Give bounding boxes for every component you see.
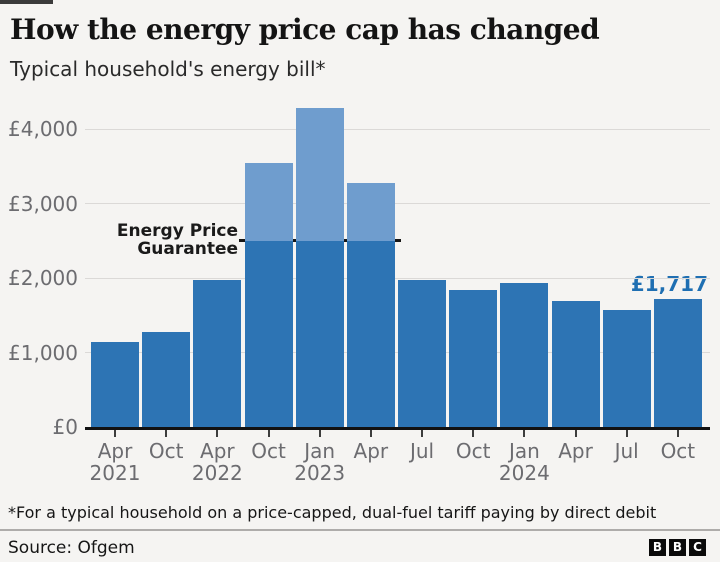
- bar-apr-2021: [91, 342, 139, 427]
- bbc-logo-block-b: B: [649, 539, 666, 556]
- energy-price-guarantee-label: Energy Price Guarantee: [98, 222, 238, 258]
- bar-jan-2024: [500, 283, 549, 427]
- x-axis-tick: [114, 430, 116, 437]
- bar-jul-2024: [602, 310, 651, 427]
- x-axis-tick: [421, 430, 424, 437]
- y-axis-label: £0: [52, 415, 78, 439]
- bar-apr-2023: [346, 240, 395, 428]
- gridline-2000: [85, 277, 710, 279]
- x-axis-tick: [369, 430, 372, 437]
- bbc-logo-block-b: B: [669, 539, 686, 556]
- latest-cap-value-label: £1,717: [630, 272, 708, 297]
- x-axis-month-label: Oct: [251, 439, 286, 463]
- x-axis-month-label: Apr: [558, 439, 593, 463]
- x-axis-month-label: Jul: [614, 439, 639, 463]
- footer-divider: [0, 529, 720, 531]
- energy-price-guarantee-label-line1: Energy Price: [116, 220, 238, 241]
- x-axis-year-label: 2021: [89, 461, 141, 485]
- x-axis-month-label: Apr: [353, 439, 389, 463]
- y-axis-label: £4,000: [8, 117, 78, 141]
- x-axis-year-label: 2024: [498, 461, 550, 485]
- x-axis-month-label: Jul: [409, 439, 435, 463]
- x-axis-month-label: Apr: [97, 439, 133, 463]
- y-axis-label: £1,000: [8, 340, 78, 365]
- x-axis-tick: [216, 430, 219, 437]
- bar-apr-2024: [551, 301, 600, 427]
- x-axis-tick: [472, 430, 475, 437]
- x-axis-tick: [625, 430, 628, 437]
- gridline-3000: [85, 203, 710, 204]
- x-axis-month-label: Oct: [660, 439, 696, 463]
- page-title: How the energy price cap has changed: [10, 13, 600, 46]
- x-axis-month-label: Jan: [304, 439, 336, 463]
- bar-apr-2022: [193, 280, 242, 427]
- chart-footnote: *For a typical household on a price-capp…: [8, 503, 657, 522]
- bar-oct-2022: [244, 240, 293, 428]
- x-axis-month-label: Oct: [455, 439, 491, 463]
- bar-oct-2023: [449, 290, 498, 427]
- bar-jan-2023: [295, 240, 344, 428]
- chart-subtitle: Typical household's energy bill*: [10, 57, 326, 81]
- x-axis-tick: [676, 430, 679, 437]
- source-label: Source: Ofgem: [8, 538, 135, 558]
- x-axis-month-label: Oct: [148, 439, 184, 463]
- x-axis-month-label: Apr: [200, 439, 235, 463]
- gridline-1000: [85, 352, 710, 353]
- x-axis-baseline: [85, 427, 710, 430]
- bar-oct-2021: [142, 331, 191, 427]
- y-axis-label: £3,000: [8, 191, 78, 216]
- x-axis-tick: [574, 430, 577, 437]
- x-axis-tick: [267, 430, 270, 437]
- top-left-crop-mark: [0, 0, 53, 4]
- bar-chart: Energy Price Guarantee £1,717 £0 £1,000 £2…: [8, 108, 710, 485]
- x-axis-tick: [523, 430, 526, 437]
- bar-oct-2024: [653, 299, 702, 427]
- x-axis-year-label: 2023: [294, 461, 346, 485]
- energy-price-guarantee-label-line2: Guarantee: [137, 238, 238, 259]
- x-axis-tick: [165, 430, 168, 437]
- x-axis-tick: [318, 430, 321, 437]
- gridline-4000: [85, 128, 710, 130]
- y-axis-label: £2,000: [8, 266, 78, 290]
- x-axis-month-label: Jan: [508, 439, 540, 463]
- x-axis-year-label: 2022: [191, 461, 243, 485]
- bbc-logo-block-c: C: [689, 539, 706, 556]
- bar-jul-2023: [398, 279, 446, 427]
